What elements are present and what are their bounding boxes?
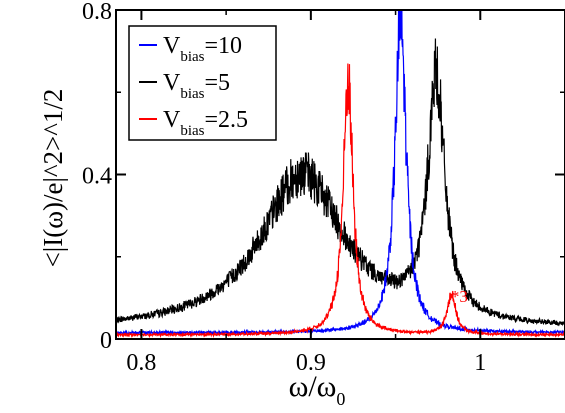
x-tick-label: 1 (474, 350, 486, 376)
y-axis-label: <|I(ω)/e|^2>^1/2 (38, 89, 68, 268)
legend-entry: Vbias=10 (163, 33, 242, 65)
legend-entry: Vbias=5 (163, 70, 230, 102)
y-tick-label: 0 (100, 328, 112, 354)
series-line-0 (116, 10, 565, 337)
series-layer (116, 10, 565, 339)
x-tick-label: 0.8 (126, 350, 156, 376)
annotation-scale: *3 (451, 287, 468, 306)
x-axis-label: ω/ω0 (289, 370, 346, 409)
legend-entry: Vbias=2.5 (163, 107, 248, 139)
annotation-layer: *3 (451, 287, 468, 306)
x-axis-label-main: ω/ω (289, 370, 337, 403)
legend: Vbias=10 Vbias=5 Vbias=2.5 (128, 25, 277, 141)
x-axis-label-sub: 0 (336, 389, 345, 409)
series-line-2 (116, 63, 565, 339)
y-tick-label: 0.8 (82, 0, 112, 25)
x-tick-label: 0.9 (296, 350, 326, 376)
y-tick-label: 0.4 (82, 164, 112, 190)
axis-layer: 0.8 0.9 1 0 0.4 0.8 (82, 0, 565, 376)
